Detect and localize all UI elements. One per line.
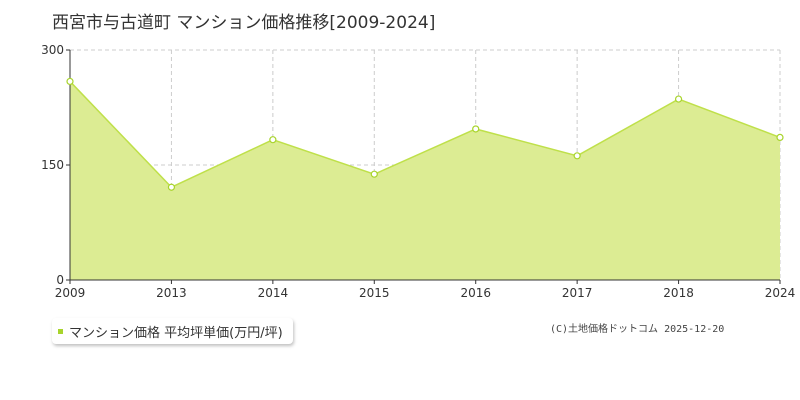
data-point-2018 — [674, 95, 683, 103]
area-series — [69, 80, 781, 280]
series-line — [69, 80, 781, 189]
x-tick-label-2009: 2009 — [55, 286, 86, 300]
data-point-2014 — [269, 136, 277, 144]
x-tick-label-2024: 2024 — [765, 286, 796, 300]
x-tick-label-2015: 2015 — [359, 286, 390, 300]
y-tick-label-150: 150 — [41, 158, 64, 172]
data-point-2024 — [776, 133, 784, 141]
data-point-2015 — [370, 170, 378, 178]
chart-title: 西宮市与古道町 マンション価格推移[2009-2024] — [52, 13, 436, 33]
data-point-2016 — [472, 125, 480, 133]
y-tick-label-300: 300 — [41, 43, 64, 57]
legend-swatch-icon — [58, 328, 63, 334]
legend-label: マンション価格 平均坪単価(万円/坪) — [69, 325, 283, 341]
source-credit: (C)土地価格ドットコム 2025-12-20 — [550, 324, 725, 335]
x-tick-label-2017: 2017 — [562, 286, 593, 300]
axes — [66, 49, 781, 284]
data-point-2013 — [167, 183, 176, 191]
x-tick-label-2014: 2014 — [258, 286, 289, 300]
x-tick-label-2016: 2016 — [460, 286, 491, 300]
tick-labels: 2009 2013 2014 2015 2016 2017 2018 2024 0 150 300 — [41, 43, 795, 300]
legend: マンション価格 平均坪単価(万円/坪) — [52, 318, 293, 344]
data-markers — [66, 77, 784, 191]
area-fill — [70, 81, 780, 280]
data-point-2017 — [573, 152, 581, 160]
x-tick-label-2013: 2013 — [156, 286, 187, 300]
data-point-2009 — [66, 77, 74, 86]
x-tick-label-2018: 2018 — [663, 286, 694, 300]
y-tick-label-0: 0 — [56, 273, 64, 287]
